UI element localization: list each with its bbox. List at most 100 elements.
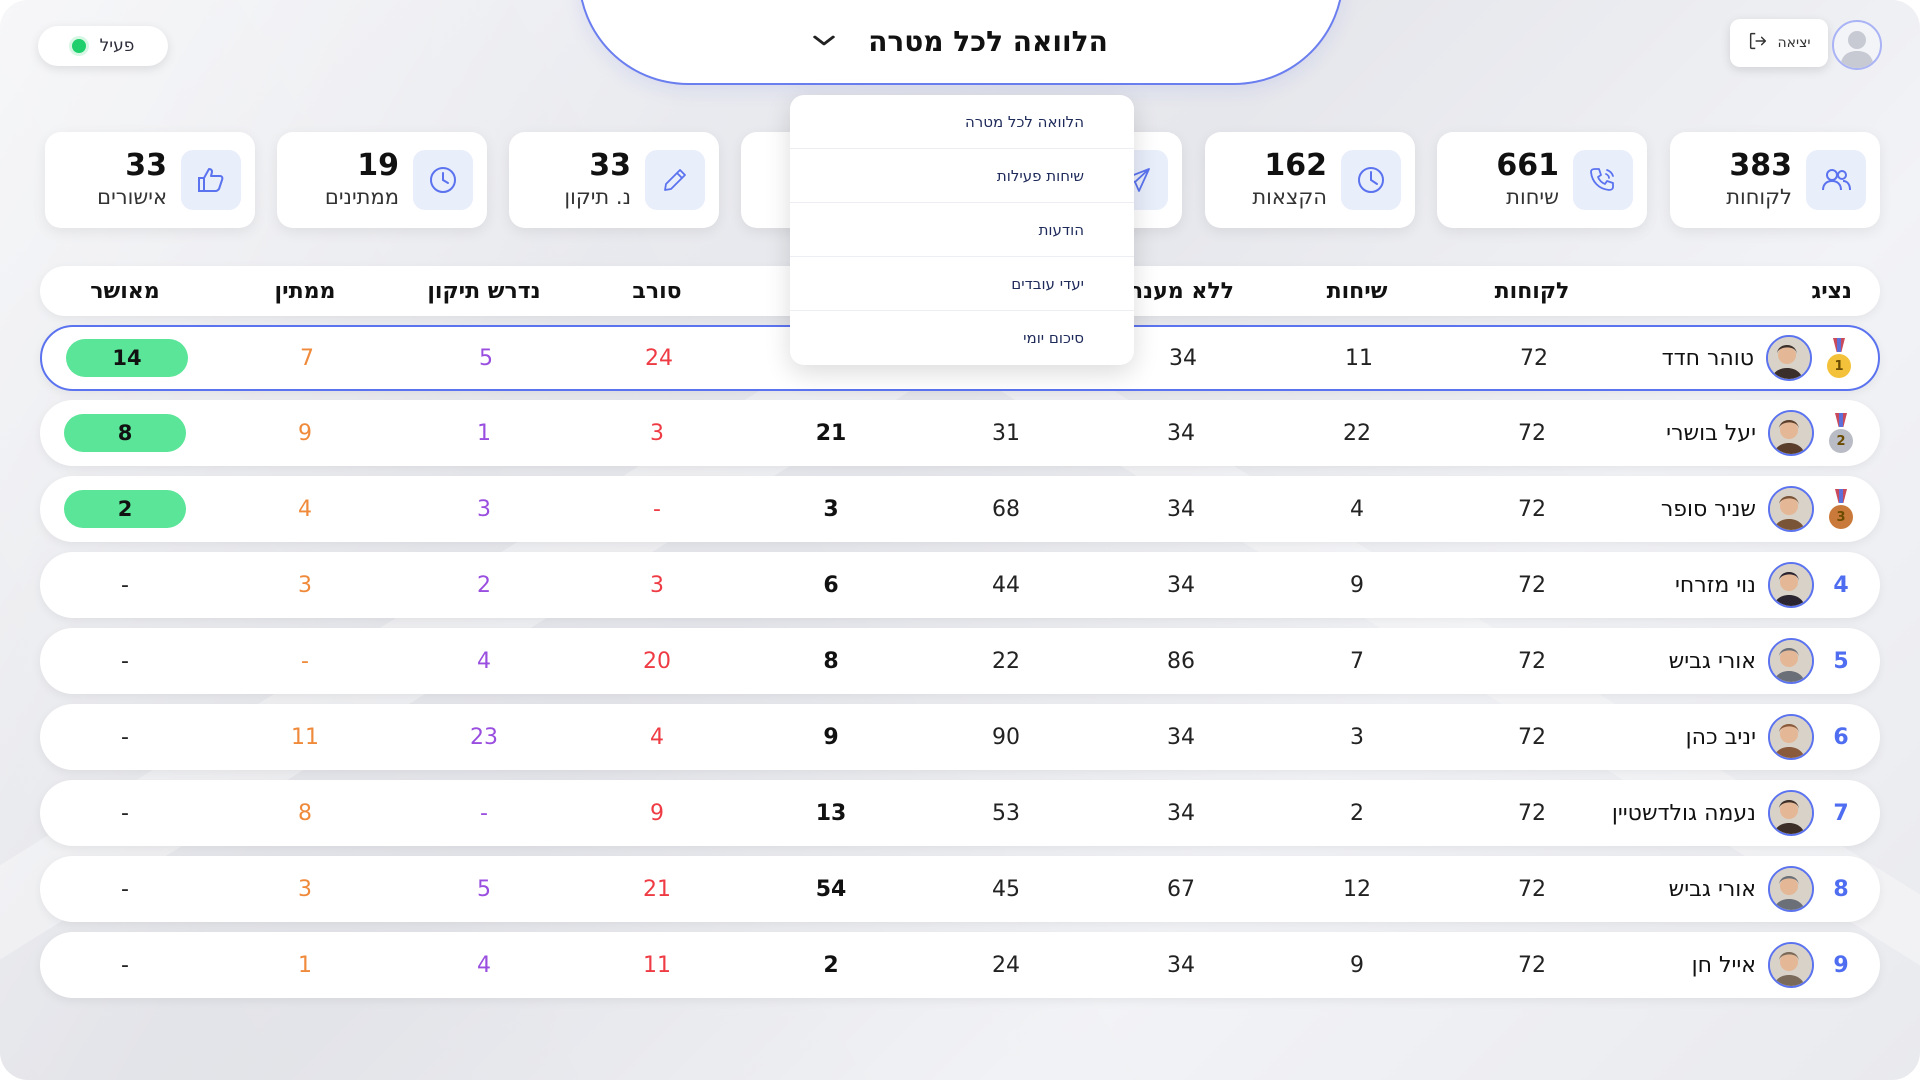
agent-name[interactable]: שניר סופר [1660,496,1756,522]
cell-pending: 7 [300,345,314,371]
cell-pending: 4 [298,496,312,522]
table-cell: 5 [424,856,544,922]
table-cell: 45 [946,856,1066,922]
agent-name[interactable]: אורי גביש [1668,648,1756,674]
cell-refused: 3 [650,572,664,598]
table-row[interactable]: 9 אייל חן 72 9 34 24 2 11 4 1 - [40,932,1880,998]
table-cell: - [424,780,544,846]
dropdown-item[interactable]: הודעות [790,203,1134,257]
table-cell: 7 [1297,628,1417,694]
agent-name[interactable]: אורי גביש [1668,876,1756,902]
table-cell: - [60,780,190,846]
th-agent[interactable]: נציג [1811,278,1852,304]
table-cell: 5 [426,327,546,389]
clock-icon [413,150,473,210]
stat-card-calls[interactable]: 661 שיחות [1437,132,1647,228]
agent-name[interactable]: נעמה גולדשטיין [1611,800,1756,826]
status-toggle[interactable]: פעיל [38,26,168,66]
rank-number: 1 [1827,354,1851,378]
stat-label: אישורים [97,185,167,209]
dropdown-item[interactable]: יעדי עובדים [790,257,1134,311]
dropdown-item[interactable]: הלוואה לכל מטרה [790,95,1134,149]
user-avatar-icon[interactable] [1832,20,1882,70]
cell-refused: 24 [645,345,673,371]
cell-calls: 2 [1350,800,1364,826]
status-dot-icon [71,39,86,53]
agent-name[interactable]: אייל חן [1691,952,1756,978]
cell-calls: 7 [1350,648,1364,674]
agent-avatar [1768,866,1814,912]
table-cell: 4 [245,476,365,542]
agent-avatar [1766,335,1812,381]
bronze-medal-icon: 3 [1826,489,1856,529]
table-cell: 13 [771,780,891,846]
table-row[interactable]: 4 נוי מזרחי 72 9 34 44 6 3 2 3 - [40,552,1880,618]
dropdown-item[interactable]: סיכום יומי [1023,329,1084,347]
table-row[interactable]: 6 יניב כהן 72 3 34 90 9 4 23 11 - [40,704,1880,770]
th-refused[interactable]: סורב [632,278,682,304]
gold-medal-icon: 1 [1824,338,1854,378]
agent-name[interactable]: יעל בושרי [1666,420,1756,446]
stat-card-customers[interactable]: 383 לקוחות [1670,132,1880,228]
th-approved[interactable]: מאושר [90,278,160,304]
cell-calls: 9 [1350,572,1364,598]
table-cell: 8 [60,400,190,466]
cell-col5: 68 [992,496,1020,522]
agent-name[interactable]: טוהר חדד [1661,345,1754,371]
approved-badge: 2 [64,490,186,528]
campaign-dropdown-menu: הלוואה לכל מטרה שיחות פעילות הודעות יעדי… [790,95,1134,365]
cell-customers: 72 [1520,345,1548,371]
cell-no-answer: 67 [1167,876,1195,902]
table-cell: 22 [1297,400,1417,466]
th-needs-fix[interactable]: נדרש תיקון [427,278,541,304]
table-cell: 7 [247,327,367,389]
table-cell: 2 [771,932,891,998]
table-cell: 72 [1472,400,1592,466]
table-cell: - [60,628,190,694]
campaign-selector[interactable]: הלוואה לכל מטרה [578,0,1344,85]
cell-calls: 11 [1345,345,1373,371]
stat-card-allocations[interactable]: 162 הקצאות [1205,132,1415,228]
table-row[interactable]: 2 יעל בושרי 72 22 34 31 21 3 1 9 8 [40,400,1880,466]
table-cell: 12 [1297,856,1417,922]
table-cell: 34 [1121,704,1241,770]
table-cell: 53 [946,780,1066,846]
page-title: הלוואה לכל מטרה [868,25,1108,58]
stat-card-needs-fix[interactable]: 33 נ. תיקון [509,132,719,228]
cell-approved: - [121,724,129,750]
cell-col6: 21 [815,420,847,446]
cell-calls: 4 [1350,496,1364,522]
table-cell: 34 [1121,780,1241,846]
dropdown-item[interactable]: שיחות פעילות [790,149,1134,203]
th-no-answer[interactable]: ללא מענה [1128,278,1234,304]
th-calls[interactable]: שיחות [1326,278,1388,304]
table-cell: 11 [597,932,717,998]
agent-cell: 2 יעל בושרי [1666,400,1856,466]
table-row[interactable]: 8 אורי גביש 72 12 67 45 54 21 5 3 - [40,856,1880,922]
table-cell: 3 [771,476,891,542]
table-row[interactable]: 7 נעמה גולדשטיין 72 2 34 53 13 9 - 8 - [40,780,1880,846]
cell-col6: 3 [823,496,839,522]
stat-card-approvals[interactable]: 33 אישורים [45,132,255,228]
cell-approved: - [121,572,129,598]
table-cell: 4 [1297,476,1417,542]
agent-avatar [1768,942,1814,988]
cell-customers: 72 [1518,648,1546,674]
table-cell: 68 [946,476,1066,542]
table-row[interactable]: 5 אורי גביש 72 7 86 22 8 20 4 - - [40,628,1880,694]
status-label: פעיל [99,36,135,56]
agent-cell: 1 טוהר חדד [1662,327,1854,389]
agent-name[interactable]: יניב כהן [1685,724,1756,750]
agent-name[interactable]: נוי מזרחי [1675,572,1756,598]
pie-clock-icon [1341,150,1401,210]
cell-needs-fix: - [480,800,488,826]
th-customers[interactable]: לקוחות [1494,278,1570,304]
th-pending[interactable]: ממתין [274,278,336,304]
table-row[interactable]: 3 שניר סופר 72 4 34 68 3-3 4 2 [40,476,1880,542]
table-cell: 9 [597,780,717,846]
table-cell: 2 [424,552,544,618]
stat-card-pending[interactable]: 19 ממתינים [277,132,487,228]
logout-button[interactable]: יציאה [1730,19,1828,67]
cell-needs-fix: 5 [479,345,493,371]
chevron-down-icon[interactable] [811,29,837,54]
